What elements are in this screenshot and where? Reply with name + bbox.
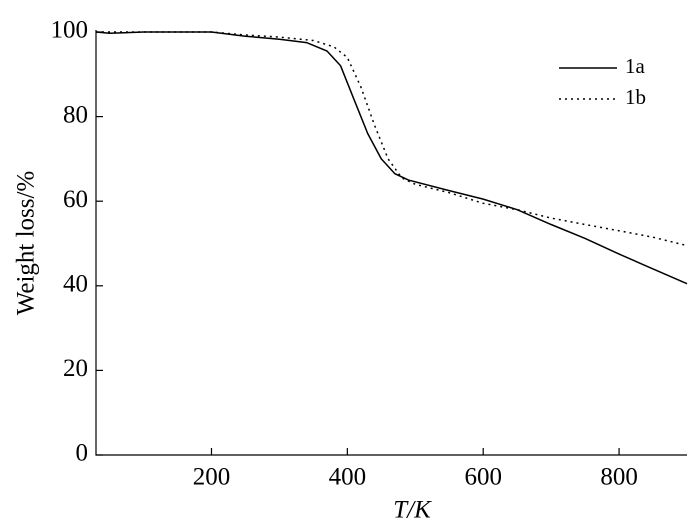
data-line [96,31,688,247]
legend-label: 1a [625,54,646,78]
y-axis-label: Weight loss/% [13,171,40,316]
y-tick-label: 80 [63,101,88,128]
y-tick-label: 0 [76,440,89,467]
x-tick-label: 200 [193,464,231,491]
y-tick-label: 20 [63,355,88,382]
y-tick-label: 100 [51,17,89,44]
x-tick-label: 600 [464,464,502,491]
axes [95,30,687,456]
x-tick-label: 800 [600,464,638,491]
x-tick-label: 400 [329,464,367,491]
data-line [95,31,688,285]
x-axis-label: T/K [393,497,432,524]
y-tick-label: 60 [63,186,88,213]
y-tick-label: 40 [63,271,88,298]
legend-label: 1b [625,85,646,109]
